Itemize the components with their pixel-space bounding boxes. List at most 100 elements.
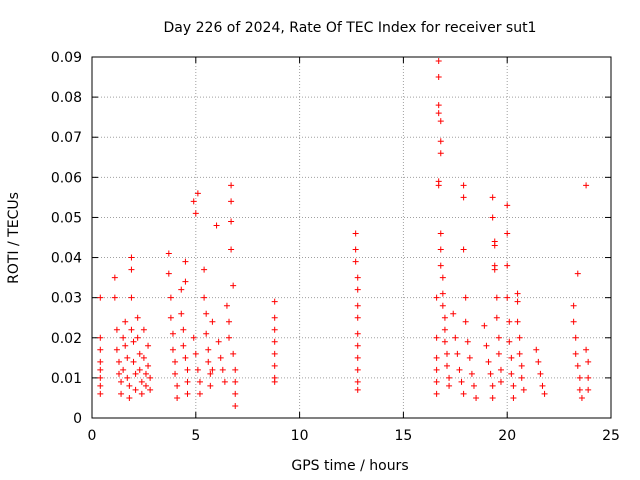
data-point — [574, 362, 581, 369]
data-point — [136, 350, 143, 357]
data-point — [180, 326, 187, 333]
data-point — [439, 290, 446, 297]
data-point — [182, 258, 189, 265]
data-point — [537, 370, 544, 377]
data-point — [209, 366, 216, 373]
data-point — [520, 386, 527, 393]
data-point — [120, 366, 127, 373]
data-point — [122, 318, 129, 325]
data-point — [192, 210, 199, 217]
data-point — [232, 366, 239, 373]
data-point — [491, 242, 498, 249]
data-point — [443, 362, 450, 369]
axis-ticks — [91, 56, 612, 419]
data-point — [504, 230, 511, 237]
data-point — [441, 326, 448, 333]
data-point — [433, 334, 440, 341]
data-point — [147, 386, 154, 393]
data-point — [493, 294, 500, 301]
data-point — [354, 366, 361, 373]
data-point — [228, 198, 235, 205]
data-point — [541, 390, 548, 397]
data-point — [167, 294, 174, 301]
data-point — [228, 246, 235, 253]
data-point — [178, 310, 185, 317]
data-point — [230, 282, 237, 289]
data-point — [226, 318, 233, 325]
data-point — [138, 390, 145, 397]
data-point — [201, 266, 208, 273]
data-point — [460, 182, 467, 189]
data-point — [178, 286, 185, 293]
data-point — [182, 278, 189, 285]
data-point — [535, 358, 542, 365]
data-point — [514, 290, 521, 297]
data-point — [132, 386, 139, 393]
data-point — [433, 354, 440, 361]
data-point — [433, 390, 440, 397]
data-point — [165, 270, 172, 277]
x-tick-label: 0 — [88, 428, 97, 444]
data-point — [120, 334, 127, 341]
data-point — [134, 314, 141, 321]
axis-tick-labels: 0 5 10 15 20 25 0 0.01 0.02 0.03 0.04 0.05 0.06 0.07 0… — [51, 50, 620, 444]
data-point — [441, 338, 448, 345]
data-point — [518, 362, 525, 369]
data-point — [460, 194, 467, 201]
data-point — [435, 58, 442, 65]
data-point — [462, 294, 469, 301]
data-point — [271, 298, 278, 305]
x-tick-label: 10 — [291, 428, 309, 444]
data-point — [510, 394, 517, 401]
data-point — [533, 346, 540, 353]
data-point — [230, 350, 237, 357]
data-point — [232, 390, 239, 397]
data-point — [493, 314, 500, 321]
data-point — [167, 314, 174, 321]
data-point — [446, 382, 453, 389]
data-point — [219, 366, 226, 373]
data-point — [134, 334, 141, 341]
data-point — [539, 382, 546, 389]
data-point — [111, 274, 118, 281]
data-point — [516, 334, 523, 341]
data-point — [458, 378, 465, 385]
data-point — [113, 326, 120, 333]
data-point — [574, 270, 581, 277]
data-point — [433, 366, 440, 373]
data-point — [352, 246, 359, 253]
data-point — [232, 402, 239, 409]
data-point — [184, 366, 191, 373]
data-point — [184, 390, 191, 397]
data-point — [508, 370, 515, 377]
data-point — [354, 274, 361, 281]
data-point — [140, 326, 147, 333]
data-point — [354, 314, 361, 321]
data-point — [576, 386, 583, 393]
data-point — [450, 310, 457, 317]
data-point — [115, 358, 122, 365]
data-point — [271, 378, 278, 385]
data-point — [435, 182, 442, 189]
data-point — [97, 390, 104, 397]
data-point — [487, 370, 494, 377]
data-point — [504, 202, 511, 209]
data-point — [228, 182, 235, 189]
data-point — [97, 374, 104, 381]
data-point — [174, 394, 181, 401]
data-point — [441, 314, 448, 321]
data-point — [576, 374, 583, 381]
data-point — [504, 294, 511, 301]
data-point — [128, 254, 135, 261]
y-tick-label: 0.07 — [51, 130, 82, 146]
data-point — [468, 370, 475, 377]
data-point — [145, 362, 152, 369]
data-point — [196, 378, 203, 385]
data-point — [497, 378, 504, 385]
data-point — [138, 378, 145, 385]
data-point — [489, 382, 496, 389]
data-point — [142, 370, 149, 377]
data-point — [433, 378, 440, 385]
data-point — [443, 350, 450, 357]
data-point — [570, 302, 577, 309]
